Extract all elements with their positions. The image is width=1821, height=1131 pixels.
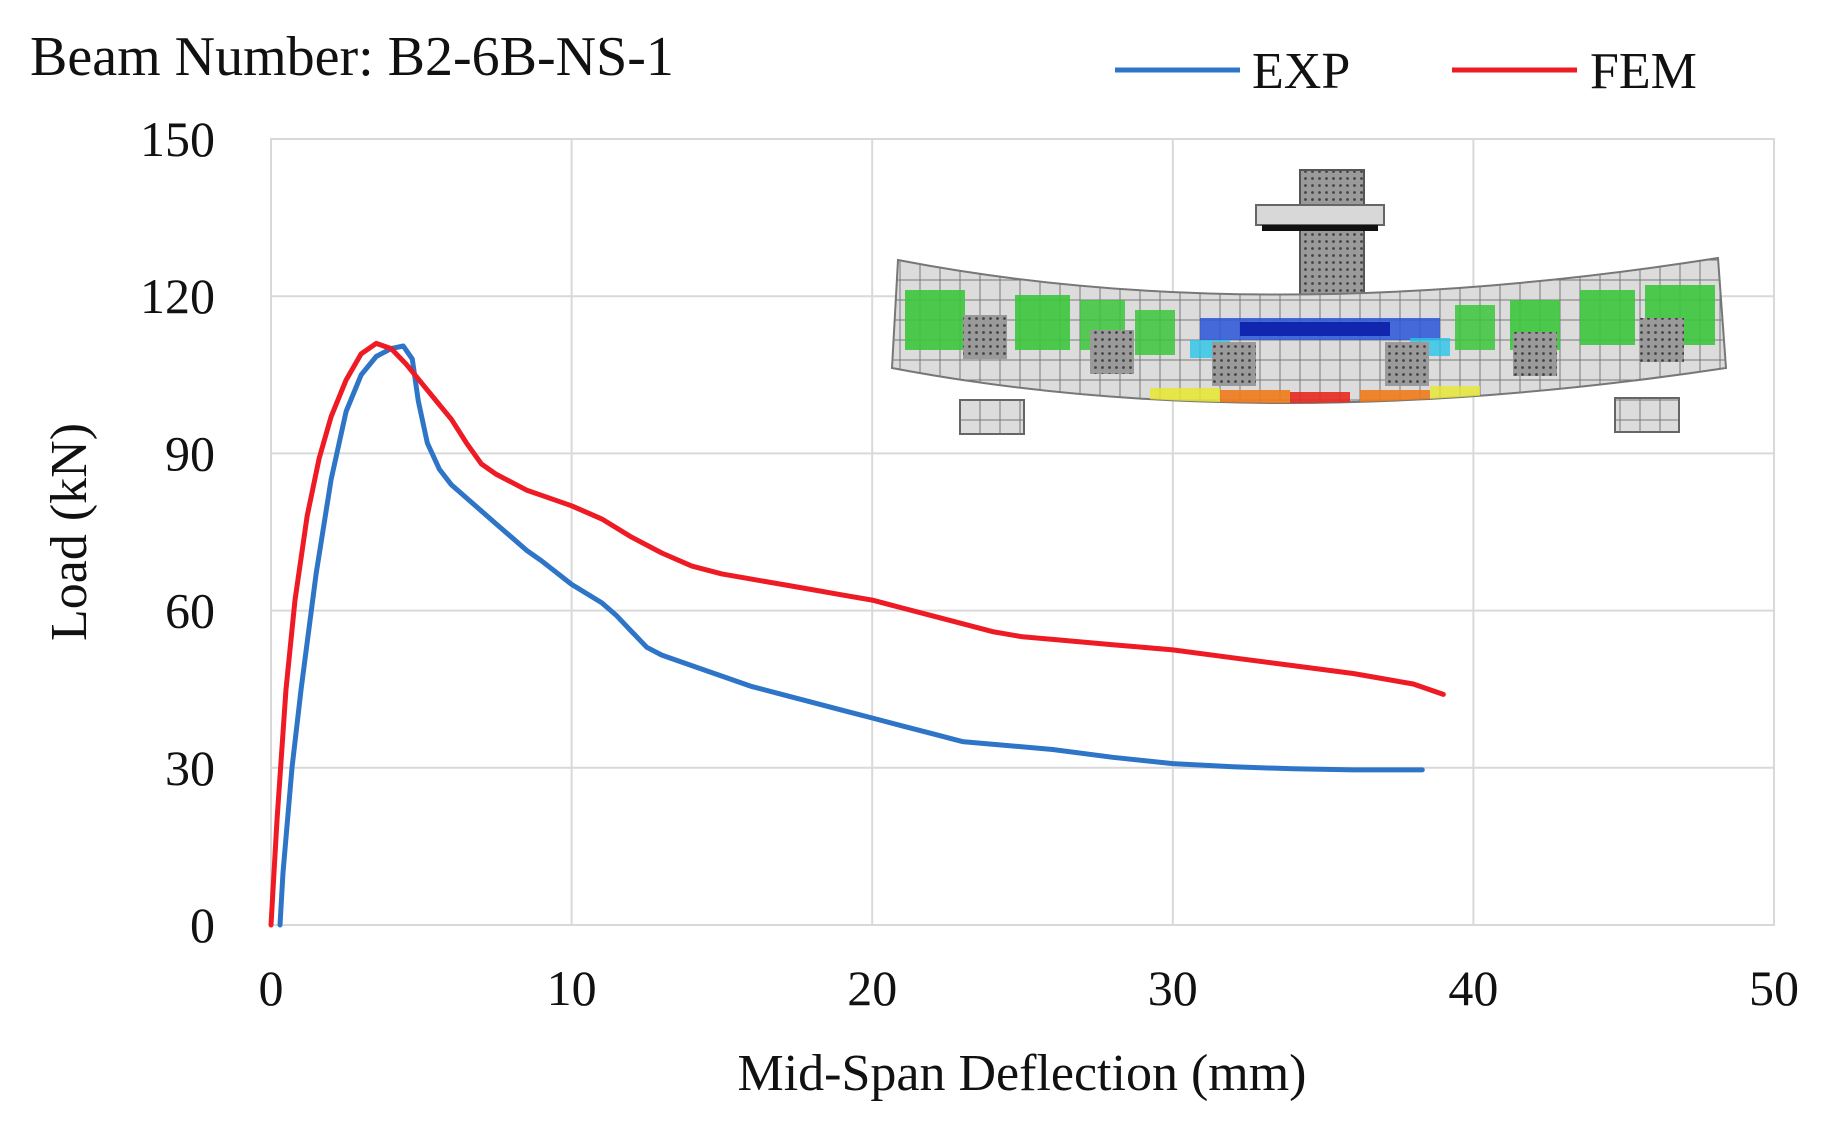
x-tick-label: 30 [1148,960,1198,1016]
x-tick-label: 0 [259,960,284,1016]
y-axis-ticks: 0 30 60 90 120 150 [140,111,215,953]
y-tick-label: 0 [190,897,215,953]
x-tick-label: 10 [547,960,597,1016]
x-tick-label: 20 [847,960,897,1016]
plot-area [270,138,1775,926]
series-layer [268,340,1446,928]
load-plate-bar [1262,225,1378,231]
gridlines [271,139,1774,925]
x-tick-label: 40 [1448,960,1498,1016]
y-tick-label: 90 [165,425,215,481]
load-plate [1255,204,1385,226]
series-line-exp [277,343,1425,928]
y-tick-label: 150 [140,111,215,167]
x-axis-ticks: 0 10 20 30 40 50 [259,960,1800,1016]
x-axis-label: Mid-Span Deflection (mm) [738,1045,1307,1102]
legend-label-fem: FEM [1590,43,1697,100]
series-line-fem [268,340,1446,928]
legend: EXP FEM [1115,43,1697,100]
chart-title: Beam Number: B2-6B-NS-1 [30,26,674,88]
y-tick-label: 120 [140,268,215,324]
left-support [959,399,1025,435]
y-tick-label: 60 [165,583,215,639]
y-tick-label: 30 [165,740,215,796]
y-axis-label: Load (kN) [41,423,98,641]
load-stub [1299,169,1365,299]
fe-beam-inset [890,169,1728,435]
right-support [1614,397,1680,433]
x-tick-label: 50 [1749,960,1799,1016]
legend-label-exp: EXP [1252,43,1350,100]
